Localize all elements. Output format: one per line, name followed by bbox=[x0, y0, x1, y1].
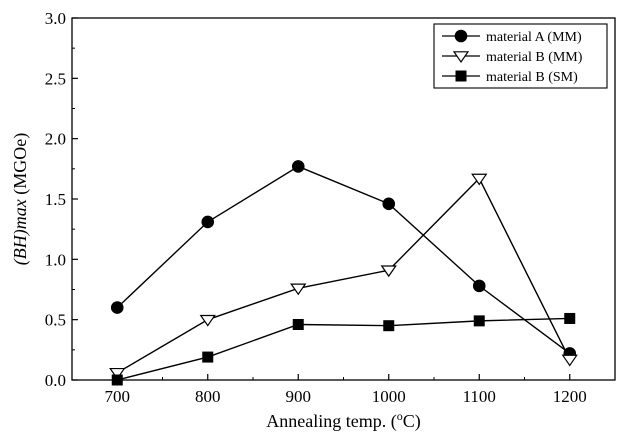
data-point-triangle bbox=[109, 367, 126, 380]
data-point-circle bbox=[472, 279, 486, 293]
y-tick-label: 1.0 bbox=[45, 250, 66, 269]
data-point-square bbox=[111, 374, 123, 386]
y-tick-label: 2.0 bbox=[45, 130, 66, 149]
series-line bbox=[117, 317, 570, 381]
data-point-square bbox=[292, 318, 304, 330]
data-point-triangle bbox=[380, 265, 397, 278]
series-group bbox=[109, 160, 578, 386]
data-point-circle bbox=[201, 215, 215, 229]
x-axis-title: Annealing temp. (oC) bbox=[266, 409, 420, 432]
y-tick-label: 0.0 bbox=[45, 371, 66, 390]
axis-titles: Annealing temp. (oC) (BH)max (MGOe) bbox=[10, 133, 421, 432]
data-point-circle bbox=[382, 197, 396, 211]
y-tick-label: 1.5 bbox=[45, 190, 66, 209]
ticks-group: 700 800 900 1000 1100 1200 0.0 0.5 1.0 1.5 2.0 2.5 3… bbox=[45, 9, 616, 406]
data-point-triangle bbox=[290, 283, 307, 296]
data-point-square bbox=[202, 351, 214, 363]
x-tick-label: 800 bbox=[195, 387, 221, 406]
series-line bbox=[116, 165, 571, 355]
data-point-triangle bbox=[452, 51, 470, 64]
x-tick-label: 1000 bbox=[372, 387, 406, 406]
data-point-square bbox=[383, 320, 395, 332]
y-tick-label: 0.5 bbox=[45, 311, 66, 330]
x-tick-label: 1200 bbox=[553, 387, 587, 406]
x-tick-label: 900 bbox=[286, 387, 312, 406]
legend: material A (MM) material B (MM) material B… bbox=[433, 23, 608, 89]
x-tick-label: 1100 bbox=[463, 387, 496, 406]
data-point-square bbox=[455, 70, 467, 82]
data-point-triangle bbox=[561, 354, 578, 367]
legend-label: material B (MM) bbox=[486, 50, 583, 65]
data-point-triangle bbox=[199, 314, 216, 327]
y-tick-label: 2.5 bbox=[45, 69, 66, 88]
legend-label: material A (MM) bbox=[486, 30, 582, 45]
legend-label: material B (SM) bbox=[486, 70, 578, 85]
data-point-square bbox=[564, 312, 576, 324]
y-tick-label: 3.0 bbox=[45, 9, 66, 28]
series-2 bbox=[109, 173, 578, 380]
data-point-circle bbox=[454, 29, 468, 43]
data-point-circle bbox=[291, 160, 305, 173]
data-point-square bbox=[473, 315, 485, 327]
x-tick-label: 700 bbox=[105, 387, 131, 406]
series-1 bbox=[110, 160, 577, 360]
data-point-triangle bbox=[471, 173, 488, 186]
y-axis-title: (BH)max (MGOe) bbox=[10, 133, 31, 265]
series-line bbox=[116, 177, 571, 374]
data-point-circle bbox=[110, 301, 124, 314]
series-3 bbox=[111, 312, 576, 386]
